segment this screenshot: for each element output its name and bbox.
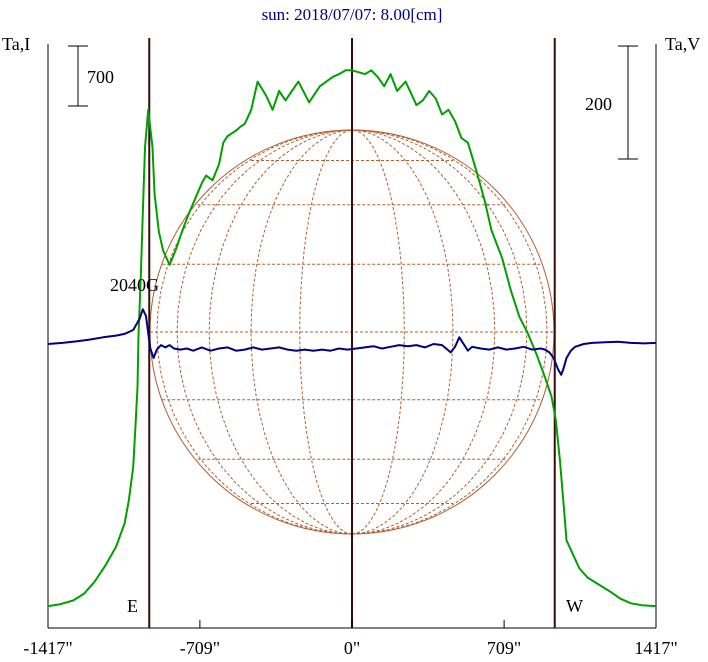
field-strength-annotation: 2040G [110, 275, 159, 295]
longitude-line [351, 129, 496, 535]
x-axis-ticks: -1417" -709" 0" 709" 1417" [23, 620, 678, 658]
x-tick-label: -1417" [23, 638, 72, 658]
west-limb-label: W [566, 596, 583, 616]
longitude-line [351, 129, 548, 535]
longitude-line [351, 129, 405, 535]
x-tick-label: 0" [344, 638, 360, 658]
longitude-line [176, 129, 353, 535]
longitude-line [208, 129, 353, 535]
series-layer [47, 69, 657, 608]
intensity-scale-label: 700 [87, 67, 114, 87]
chart-title: sun: 2018/07/07: 8.00[cm] [262, 5, 443, 24]
y-axis-right-label: Ta,V [665, 34, 700, 54]
limb-markers [148, 38, 556, 628]
x-tick-label: -709" [180, 638, 220, 658]
east-limb-label: E [127, 596, 138, 616]
solar-disk-grid [149, 129, 555, 535]
x-tick-label: 709" [487, 638, 521, 658]
intensity-line [47, 69, 657, 608]
x-tick-label: 1417" [634, 638, 677, 658]
intensity-scale-bar [68, 45, 88, 107]
longitude-line [156, 129, 353, 535]
polarization-scale-bar [618, 45, 638, 160]
polarization-scale-label: 200 [585, 94, 612, 114]
polarization-line [47, 308, 657, 376]
longitude-line [299, 129, 353, 535]
y-axis-left-label: Ta,I [2, 34, 30, 54]
